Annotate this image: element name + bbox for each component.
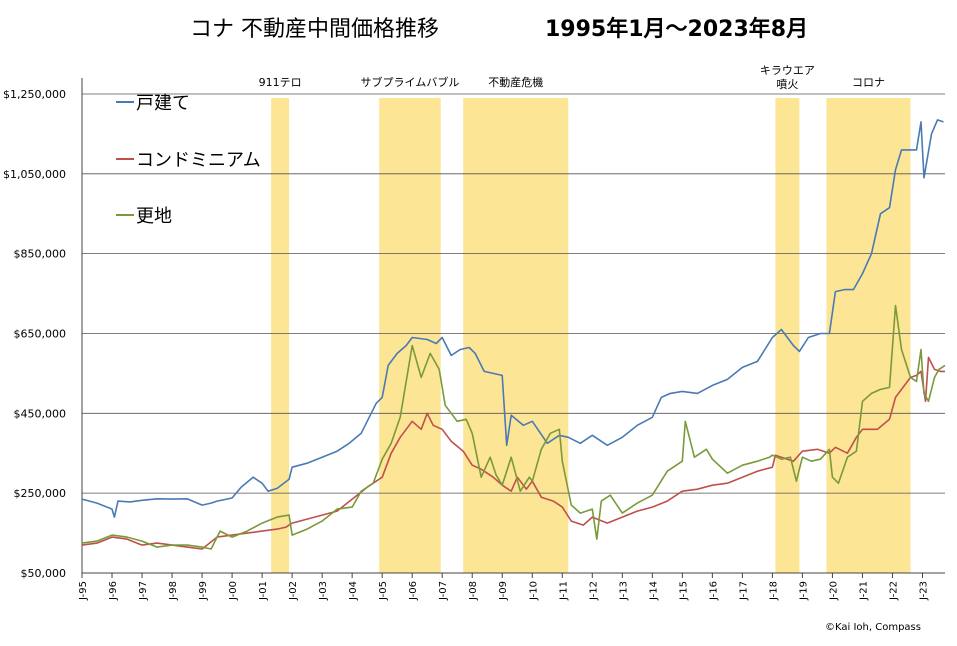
x-tick-label: J-21 xyxy=(858,581,869,601)
event-band xyxy=(379,98,441,573)
x-tick-label: J-13 xyxy=(618,581,629,601)
x-tick-label: J-09 xyxy=(498,581,509,601)
x-tick-label: J-99 xyxy=(198,581,209,601)
legend-label: 戸建て xyxy=(136,93,190,114)
chart-subtitle: 1995年1月～2023年8月 xyxy=(545,16,808,42)
x-tick-label: J-11 xyxy=(558,581,569,601)
x-tick-label: J-10 xyxy=(528,581,539,601)
chart-title: コナ 不動産中間価格推移 xyxy=(190,17,439,42)
series-line xyxy=(81,119,944,518)
x-tick-label: J-00 xyxy=(228,581,239,601)
x-tick-label: J-08 xyxy=(468,581,479,601)
series-line xyxy=(81,304,946,550)
copyright-credit: ©Kai Ioh, Compass xyxy=(825,622,921,633)
x-tick-label: J-02 xyxy=(288,581,299,601)
x-tick-label: J-96 xyxy=(108,581,119,601)
y-tick-label: $50,000 xyxy=(21,567,67,580)
event-band xyxy=(463,98,569,573)
x-tick-label: J-22 xyxy=(888,581,899,601)
event-band xyxy=(775,98,800,573)
x-tick-label: J-16 xyxy=(708,581,719,601)
y-tick-label: $250,000 xyxy=(14,487,67,500)
event-band-label: コロナ xyxy=(852,76,885,89)
x-tick-label: J-07 xyxy=(438,581,449,601)
event-band-label: 噴火 xyxy=(776,78,798,91)
x-tick-label: J-15 xyxy=(678,581,689,601)
event-band-label: 不動産危機 xyxy=(488,75,543,89)
x-tick-label: J-01 xyxy=(258,581,269,601)
x-tick-label: J-97 xyxy=(138,581,149,601)
legend-label: 更地 xyxy=(136,206,172,227)
series-lines xyxy=(81,119,946,550)
x-tick-label: J-04 xyxy=(348,581,359,601)
x-tick-label: J-95 xyxy=(78,581,89,601)
y-tick-label: $1,050,000 xyxy=(3,168,66,181)
x-tick-label: J-23 xyxy=(918,581,929,601)
event-band-label: 911テロ xyxy=(259,76,302,89)
x-tick-label: J-14 xyxy=(648,581,659,601)
x-tick-label: J-19 xyxy=(798,581,809,601)
x-tick-label: J-20 xyxy=(828,581,839,601)
y-tick-label: $650,000 xyxy=(14,327,67,340)
x-tick-label: J-06 xyxy=(408,581,419,601)
x-tick-label: J-17 xyxy=(738,581,749,601)
x-tick-label: J-98 xyxy=(168,581,179,601)
event-band xyxy=(826,98,911,573)
y-tick-label: $850,000 xyxy=(14,248,67,261)
series-line xyxy=(81,356,945,550)
axes: J-95 J-96 J-97 J-98 J-99 J-00 J-01 J-02 J-03 J-04… xyxy=(78,78,945,601)
legend-label: コンドミニアム xyxy=(136,150,261,171)
x-tick-label: J-03 xyxy=(318,581,329,601)
event-band xyxy=(271,98,290,573)
y-tick-label: $450,000 xyxy=(14,407,67,420)
event-band-label: サブプライムバブル xyxy=(361,75,460,89)
y-tick-label: $1,250,000 xyxy=(3,88,66,101)
x-tick-label: J-12 xyxy=(588,581,599,601)
x-tick-label: J-18 xyxy=(768,581,779,601)
x-tick-label: J-05 xyxy=(378,581,389,601)
event-band-label: キラウエア xyxy=(760,64,815,77)
